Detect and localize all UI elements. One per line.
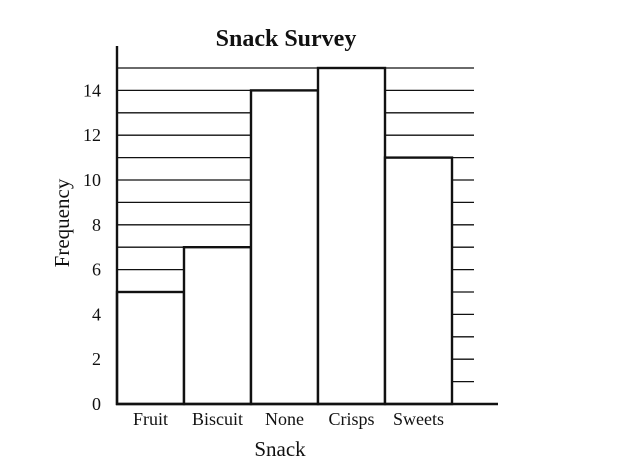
y-tick-label: 4 [92, 304, 101, 324]
bar-biscuit [182, 245, 253, 406]
x-tick-label: Fruit [133, 409, 168, 429]
x-tick-label: Biscuit [192, 409, 243, 429]
x-tick-label: None [265, 409, 304, 429]
x-axis-label: Snack [254, 437, 306, 461]
axes [115, 46, 498, 406]
bar-none [249, 89, 320, 406]
y-tick-label: 2 [92, 349, 101, 369]
x-tick-label: Sweets [393, 409, 444, 429]
labels: Snack Survey Snack Frequency 0 2 4 6 8 10 12 14… [50, 26, 444, 461]
x-tick-label: Crisps [328, 409, 374, 429]
chart-title: Snack Survey [216, 26, 357, 52]
bar-fruit [115, 290, 186, 406]
y-tick-label: 8 [92, 215, 101, 235]
y-tick-label: 0 [92, 394, 101, 414]
y-tick-label: 14 [83, 80, 101, 100]
y-tick-label: 6 [92, 260, 101, 280]
y-axis-label: Frequency [50, 178, 74, 267]
bars [115, 66, 454, 406]
y-tick-label: 10 [83, 170, 101, 190]
y-tick-label: 12 [83, 125, 101, 145]
bar-crisps [316, 66, 387, 406]
bar-sweets [383, 156, 454, 406]
